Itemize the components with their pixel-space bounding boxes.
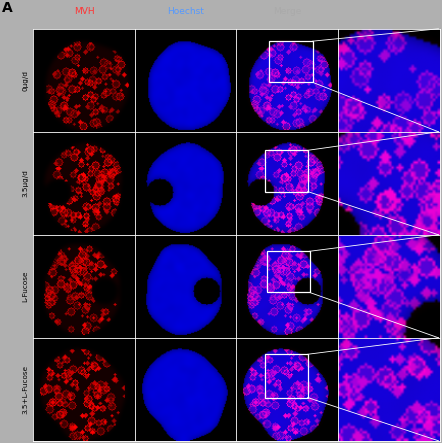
Bar (267, 251, 310, 292)
Bar (265, 150, 308, 191)
Text: L-Fucose: L-Fucose (23, 271, 29, 302)
Text: 3.5μg/d: 3.5μg/d (23, 169, 29, 197)
Text: MVH: MVH (74, 7, 94, 16)
Text: Hoechst: Hoechst (167, 7, 204, 16)
Bar (269, 41, 313, 82)
Text: Merge: Merge (273, 7, 301, 16)
Text: 3.5+L-Fucose: 3.5+L-Fucose (23, 365, 29, 414)
Text: 0μg/d: 0μg/d (23, 70, 29, 91)
Text: A: A (2, 1, 12, 16)
Bar (265, 354, 308, 397)
